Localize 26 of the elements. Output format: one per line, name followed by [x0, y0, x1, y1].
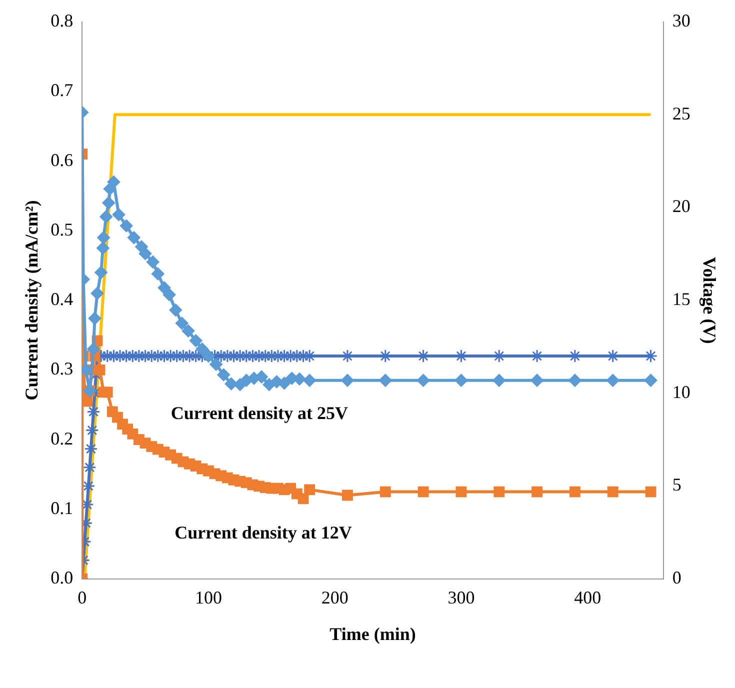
- y2-axis-title: Voltage (V): [700, 256, 720, 344]
- y2-tick-label: 5: [672, 474, 682, 495]
- y2-tick-label: 0: [672, 568, 682, 588]
- x-tick-label: 300: [448, 587, 475, 608]
- x-tick-label: 400: [574, 587, 602, 608]
- y2-tick-label: 10: [672, 382, 690, 402]
- x-tick-label: 0: [78, 587, 87, 608]
- y-tick-label: 0.0: [50, 568, 74, 588]
- y-tick-label: 0.2: [50, 428, 74, 448]
- y-tick-label: 0.3: [50, 358, 74, 379]
- y2-tick-label: 15: [672, 289, 690, 310]
- x-axis-title: Time (min): [330, 624, 416, 644]
- y-tick-label: 0.8: [50, 10, 74, 31]
- y2-tick-label: 20: [672, 196, 690, 216]
- y-tick-label: 0.6: [50, 150, 74, 170]
- y2-tick-label: 25: [672, 103, 690, 124]
- x-tick-label: 200: [321, 587, 348, 608]
- series-label: Current density at 25V: [170, 402, 348, 423]
- y-axis-title: Current density (mA/cm²): [21, 200, 42, 400]
- y2-tick-label: 30: [672, 10, 690, 31]
- series-label: Current density at 12V: [174, 522, 352, 543]
- y-tick-label: 0.5: [50, 219, 74, 240]
- x-tick-label: 100: [194, 587, 222, 608]
- y-tick-label: 0.1: [50, 498, 74, 518]
- y-tick-label: 0.4: [50, 289, 74, 310]
- y-tick-label: 0.7: [50, 80, 74, 100]
